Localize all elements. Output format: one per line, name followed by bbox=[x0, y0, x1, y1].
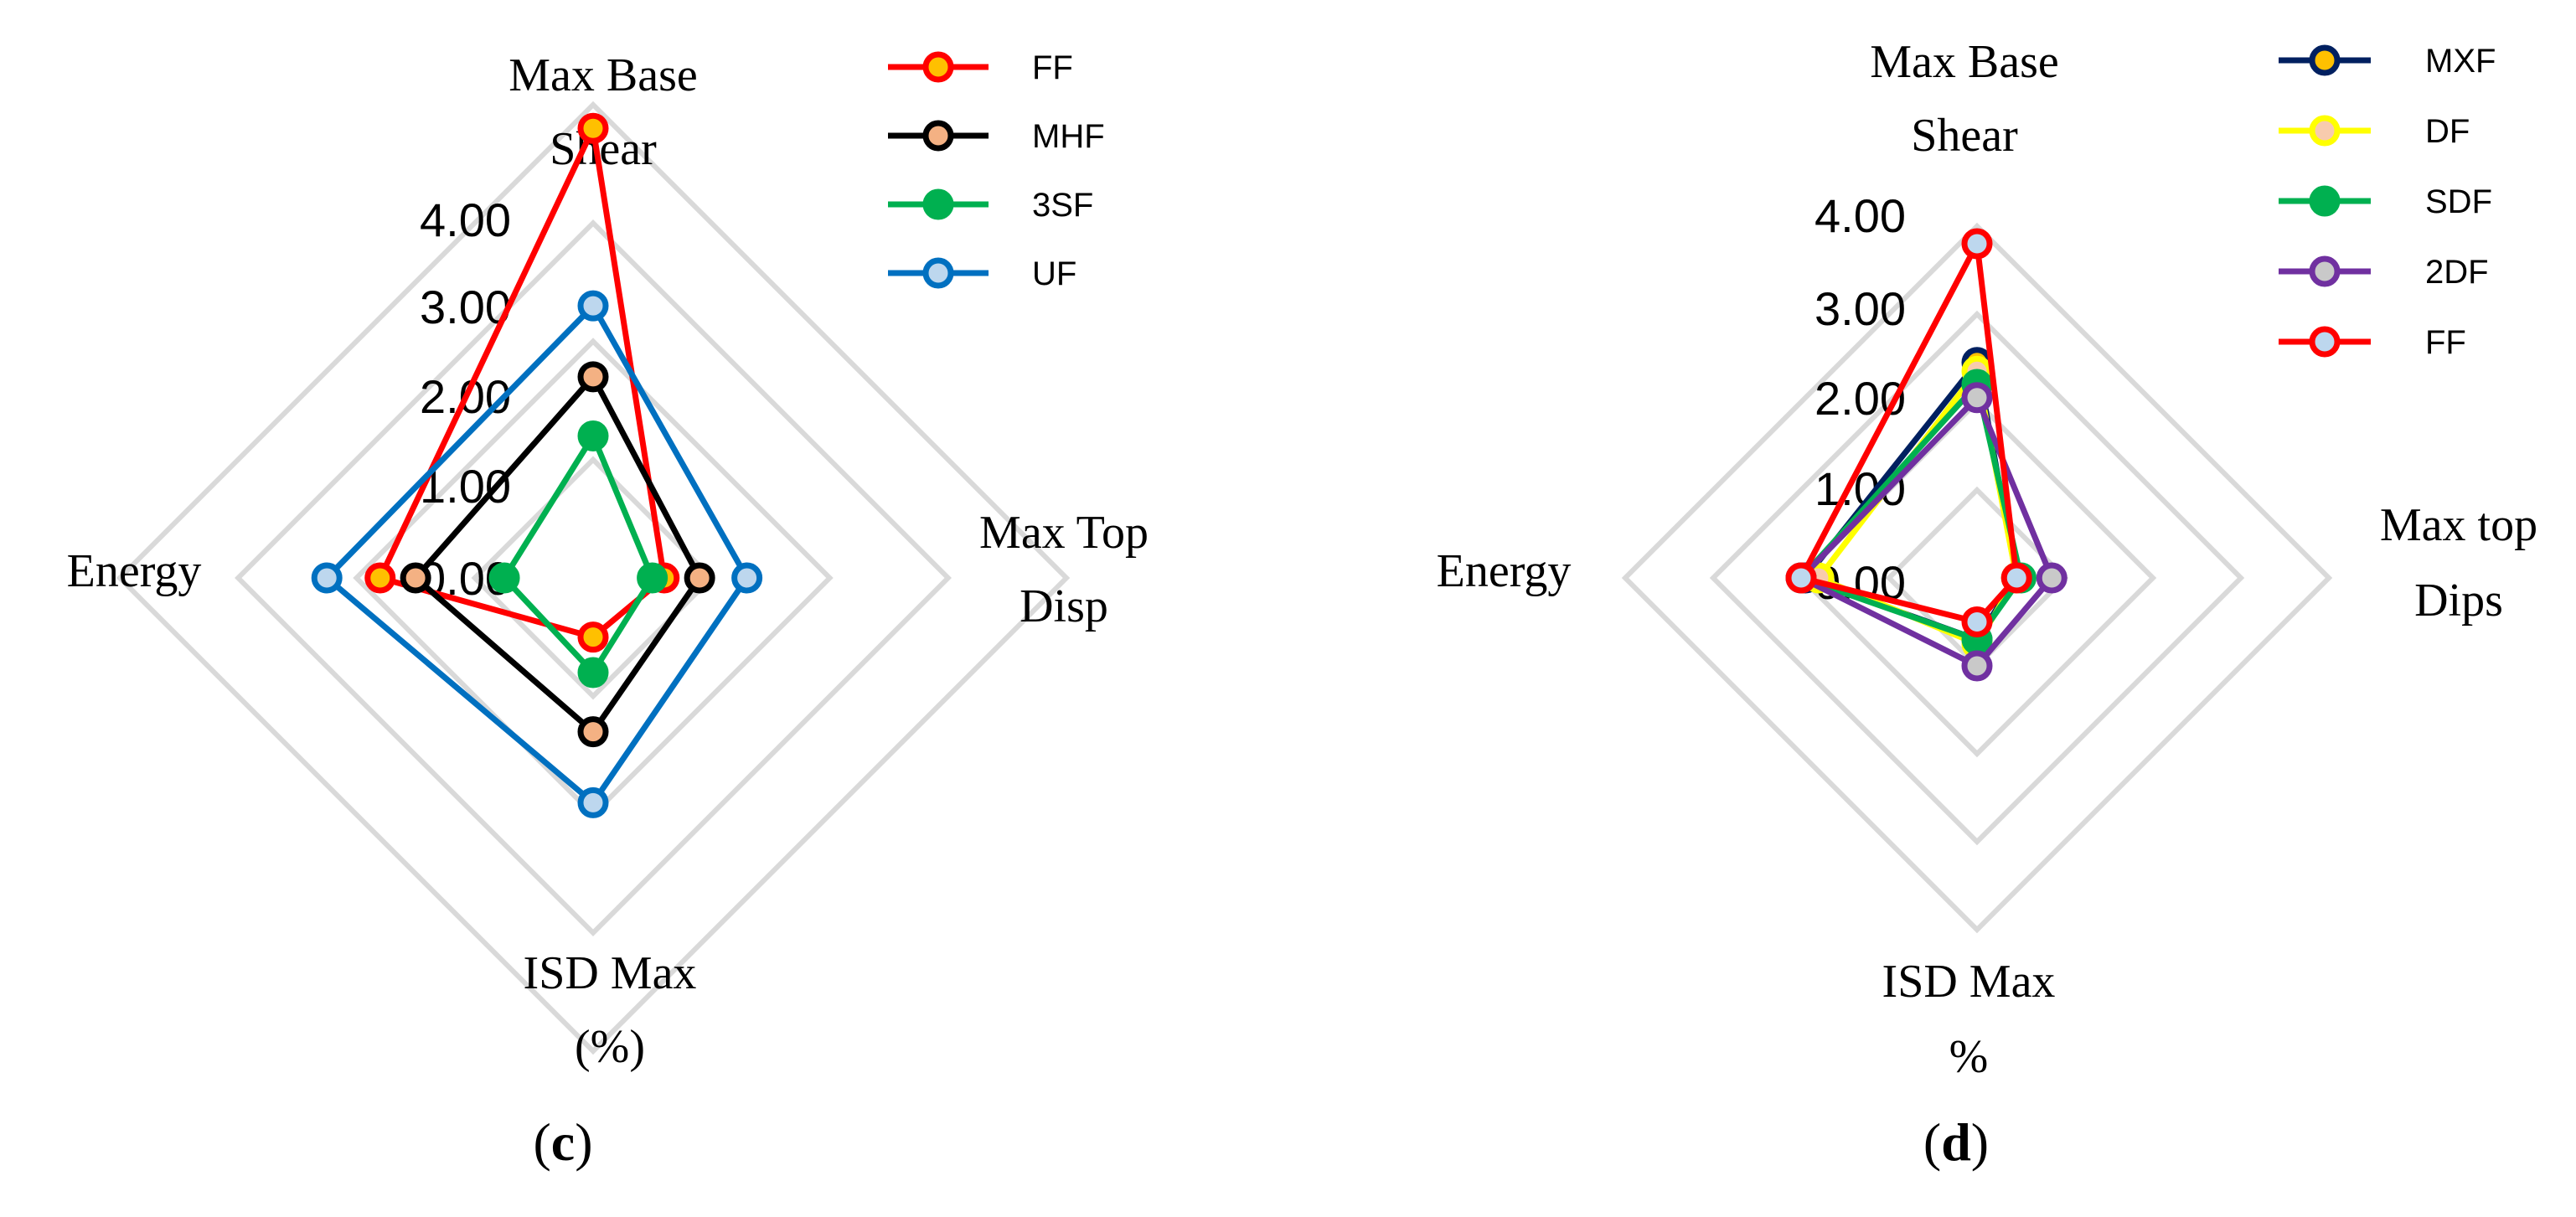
legend-label: DF bbox=[2425, 113, 2470, 150]
legend-marker bbox=[2309, 185, 2341, 217]
data-point bbox=[400, 562, 431, 594]
data-point bbox=[731, 562, 763, 594]
legend-label: MXF bbox=[2425, 43, 2496, 80]
legend-marker bbox=[2309, 326, 2341, 358]
legend: FF MHF 3SF UF bbox=[888, 49, 1105, 292]
axis-label: ISD Max% bbox=[1882, 956, 2056, 1083]
legend-item: MHF bbox=[888, 118, 1105, 155]
legend-marker bbox=[2309, 255, 2341, 287]
legend-label: 2DF bbox=[2425, 254, 2489, 291]
legend-item: SDF bbox=[2279, 183, 2492, 220]
grid-rings bbox=[1621, 222, 2333, 934]
legend-label: SDF bbox=[2425, 183, 2492, 220]
legend-item: 3SF bbox=[888, 187, 1093, 224]
data-point bbox=[1961, 382, 1993, 414]
data-point bbox=[2036, 562, 2068, 594]
data-point bbox=[577, 361, 609, 393]
data-point bbox=[488, 562, 520, 594]
panel-label: (c) bbox=[533, 1112, 592, 1172]
data-point bbox=[577, 290, 609, 322]
legend-marker bbox=[2309, 44, 2341, 76]
legend-marker bbox=[922, 188, 954, 220]
series-3sf bbox=[488, 420, 669, 688]
series-ff bbox=[1785, 228, 2032, 637]
axis-label: ISD Max (%) bbox=[524, 947, 697, 1073]
legend-marker bbox=[922, 120, 954, 152]
data-point bbox=[577, 420, 609, 451]
grid-ring bbox=[471, 456, 715, 700]
tick-label: 3.00 bbox=[420, 281, 511, 333]
legend-label: MHF bbox=[1032, 118, 1105, 155]
data-point bbox=[311, 562, 343, 594]
legend-item: UF bbox=[888, 255, 1076, 292]
data-point bbox=[577, 621, 609, 653]
series-uf bbox=[311, 290, 763, 818]
grid-ring bbox=[1621, 222, 2333, 934]
tick-label: 2.00 bbox=[1815, 372, 1906, 425]
panel-label: (d) bbox=[1923, 1112, 1989, 1172]
grid-ring bbox=[116, 101, 1071, 1055]
legend-marker bbox=[922, 51, 954, 83]
tick-label: 4.00 bbox=[420, 193, 511, 246]
grid-rings bbox=[116, 101, 1071, 1055]
legend-marker bbox=[922, 257, 954, 289]
tick-label: 3.00 bbox=[1815, 282, 1906, 335]
data-point bbox=[577, 786, 609, 818]
data-point bbox=[1785, 562, 1817, 594]
grid-ring bbox=[1709, 310, 2245, 846]
data-point bbox=[577, 716, 609, 748]
data-point bbox=[684, 562, 715, 594]
data-point bbox=[1961, 606, 1993, 637]
legend-item: DF bbox=[2279, 113, 2470, 150]
legend-item: FF bbox=[888, 49, 1073, 86]
legend: MXF DF SDF 2DF FF bbox=[2279, 43, 2496, 361]
series-mhf bbox=[400, 361, 715, 748]
data-point bbox=[1961, 650, 1993, 682]
axis-label: Energy bbox=[1437, 545, 1572, 597]
legend-label: FF bbox=[1032, 49, 1073, 86]
legend-label: FF bbox=[2425, 324, 2466, 361]
data-point bbox=[2000, 562, 2032, 594]
legend-label: UF bbox=[1032, 255, 1076, 292]
legend-label: 3SF bbox=[1032, 187, 1093, 224]
axis-label: Max Top Disp bbox=[979, 507, 1149, 632]
legend-item: FF bbox=[2279, 324, 2466, 361]
data-point bbox=[364, 562, 396, 594]
axis-label: Energy bbox=[67, 545, 202, 597]
grid-ring bbox=[235, 219, 952, 936]
data-point bbox=[577, 112, 609, 144]
legend-marker bbox=[2309, 115, 2341, 147]
data-point bbox=[1961, 228, 1993, 260]
legend-item: MXF bbox=[2279, 43, 2496, 80]
axis-label: Max Base Shear bbox=[1870, 36, 2059, 162]
axis-label: Max top Dips bbox=[2380, 499, 2537, 627]
tick-label: 4.00 bbox=[1815, 189, 1906, 242]
data-point bbox=[637, 562, 669, 594]
legend-item: 2DF bbox=[2279, 254, 2489, 291]
data-point bbox=[577, 657, 609, 688]
